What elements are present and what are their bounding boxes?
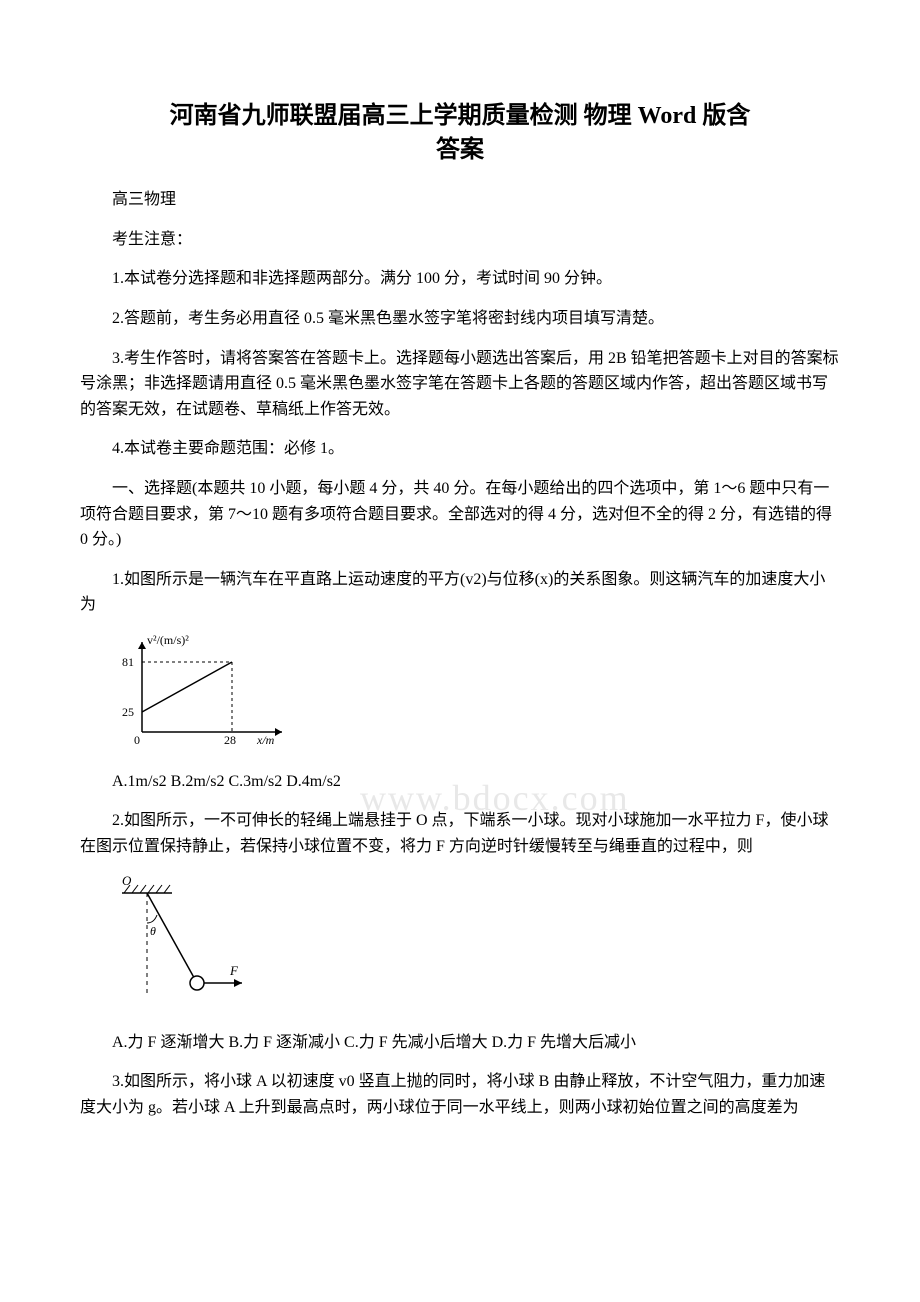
chart-v2-vs-x: v²/(m/s)² 81 25 0 28 x/m [112,632,292,752]
notice-header: 考生注意： [80,227,840,253]
question-2-figure: O θ F [112,873,840,1022]
question-1-options: A.1m/s2 B.2m/s2 C.3m/s2 D.4m/s2 [80,769,840,795]
theta-label: θ [150,924,156,938]
x-tick-28: 28 [224,733,236,747]
origin-0: 0 [134,733,140,747]
question-3-text: 3.如图所示，将小球 A 以初速度 v0 竖直上抛的同时，将小球 B 由静止释放… [80,1069,840,1120]
y-axis-label: v²/(m/s)² [147,633,189,647]
force-F-label: F [229,963,239,978]
subtitle: 高三物理 [80,187,840,213]
section-1-header: 一、选择题(本题共 10 小题，每小题 4 分，共 40 分。在每小题给出的四个… [80,476,840,553]
question-1-figure: v²/(m/s)² 81 25 0 28 x/m [112,632,840,761]
x-axis-label: x/m [256,733,275,747]
notice-3: 3.考生作答时，请将答案答在答题卡上。选择题每小题选出答案后，用 2B 铅笔把答… [80,346,840,423]
y-tick-25: 25 [122,705,134,719]
notice-1: 1.本试卷分选择题和非选择题两部分。满分 100 分，考试时间 90 分钟。 [80,266,840,292]
question-2-options: A.力 F 逐渐增大 B.力 F 逐渐减小 C.力 F 先减小后增大 D.力 F… [80,1030,840,1056]
y-tick-81: 81 [122,655,134,669]
question-2-text: 2.如图所示，一不可伸长的轻绳上端悬挂于 O 点，下端系一小球。现对小球施加一水… [80,808,840,859]
point-O-label: O [122,873,132,888]
notice-4: 4.本试卷主要命题范围：必修 1。 [80,436,840,462]
diagram-pendulum-force: O θ F [112,873,262,1013]
title-line-2: 答案 [436,137,484,163]
page-title: 河南省九师联盟届高三上学期质量检测 物理 Word 版含 答案 [80,100,840,167]
question-1-text: 1.如图所示是一辆汽车在平直路上运动速度的平方(v2)与位移(x)的关系图象。则… [80,567,840,618]
notice-2: 2.答题前，考生务必用直径 0.5 毫米黑色墨水签字笔将密封线内项目填写清楚。 [80,306,840,332]
title-line-1: 河南省九师联盟届高三上学期质量检测 物理 Word 版含 [170,103,751,129]
